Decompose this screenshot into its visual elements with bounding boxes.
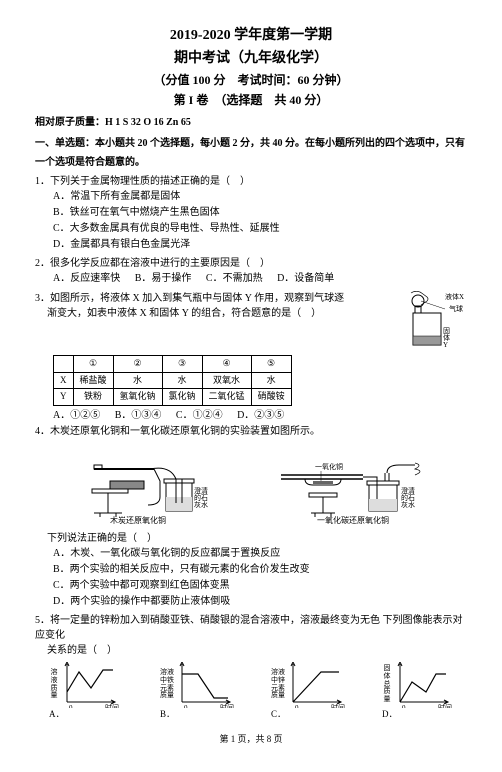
q3-table: ① ② ③ ④ ⑤ X 稀盐酸 水 水 双氧水 水 Y 铁粉 氢氧化钠 氯化钠 … [53,355,292,406]
q3-text: 3．如图所示，将液体 X 加入到集气瓶中与固体 Y 作用，观察到气球逐 [35,291,407,306]
svg-text:木炭还原氧化铜: 木炭还原氧化铜 [110,515,166,525]
svg-text:一氧化铜: 一氧化铜 [315,462,343,471]
chart-b-icon: 时间 0 [174,662,234,708]
page-footer: 第 1 页，共 8 页 [35,733,467,747]
svg-text:时间: 时间 [105,703,119,708]
q3-opt-b: B．①③④ [115,408,162,423]
ty-2: 氢氧化钠 [113,389,162,406]
q3-options: A．①②⑤ B．①③④ C．①②④ D．②③⑤ [35,408,467,424]
tx-3: 水 [162,372,202,389]
q4-opt-d: D．两个实验的操作中都要防止液体倒吸 [53,594,467,609]
tx-0: X [54,372,74,389]
question-4: 4．木炭还原氧化铜和一氧化碳还原氧化铜的实验装置如图所示。 澄清 的 [35,424,467,609]
q4-text: 4．木炭还原氧化铜和一氧化碳还原氧化铜的实验装置如图所示。 [35,424,467,439]
svg-text:气球: 气球 [449,304,463,313]
ty-4: 二氧化锰 [202,389,251,406]
q2-opt-d: D．设备简单 [277,271,334,286]
q4-opt-b: B．两个实验的相关反应中，只有碳元素的化合价发生改变 [53,562,467,577]
q2-opt-c: C．不需加热 [206,271,263,286]
q4-fig-right: 一氧化铜 澄清 的石 灰水 一氧化碳还原氧化铜 [275,445,435,525]
q4-below: 下列说法正确的是（ ） [35,531,467,546]
chart-c: 溶液中锌元素质量 时间 0 C． [271,662,356,722]
th-2: ② [113,356,162,373]
tx-5: 水 [251,372,291,389]
svg-text:时间: 时间 [438,703,452,708]
svg-text:0: 0 [184,704,188,708]
q3-opt-d: D．②③⑤ [237,408,284,423]
tx-1: 稀盐酸 [73,372,113,389]
svg-text:灰水: 灰水 [401,500,415,509]
header-line2: 期中考试（九年级化学） [35,48,467,69]
th-3: ③ [162,356,202,373]
section-1-head: 一、单选题：本小题共 20 个选择题，每小题 2 分，共 40 分。在每小题所列… [35,136,467,151]
q1-opt-a: A．常温下所有金属都是固体 [53,189,467,204]
th-5: ⑤ [251,356,291,373]
svg-text:时间: 时间 [331,703,345,708]
svg-text:时间: 时间 [220,703,234,708]
q3-opt-c: C．①②④ [176,408,223,423]
q4-opt-c: C．两个实验中都可观察到红色固体变黑 [53,578,467,593]
chart-c-icon: 时间 0 [285,662,345,708]
section-1-head-b: 一个选项是符合题意的。 [35,155,467,170]
table-row-y: Y 铁粉 氢氧化钠 氯化钠 二氧化锰 硝酸铵 [54,389,292,406]
q5-text: 5．将一定量的锌粉加入到硝酸亚铁、硝酸银的混合溶液中，溶液最终变为无色 下列图像… [35,613,467,643]
chart-d: 固体总质量 时间 0 D． [382,662,467,722]
svg-text:0: 0 [295,704,299,708]
svg-text:液体X: 液体X [445,292,464,301]
th-4: ④ [202,356,251,373]
q5-text2: 关系的是（ ） [35,643,467,658]
table-row-head: ① ② ③ ④ ⑤ [54,356,292,373]
atomic-masses: 相对原子质量：H 1 S 32 O 16 Zn 65 [35,115,467,130]
q2-opt-a: A．反应速率快 [53,271,120,286]
q1-opt-b: B．铁丝可在氧气中燃烧产生黑色固体 [53,205,467,220]
question-1: 1．下列关于金属物理性质的描述正确的是（ ） A．常温下所有金属都是固体 B．铁… [35,174,467,252]
ty-1: 铁粉 [73,389,113,406]
question-5: 5．将一定量的锌粉加入到硝酸亚铁、硝酸银的混合溶液中，溶液最终变为无色 下列图像… [35,613,467,722]
q4-fig-left: 澄清 的石 灰水 木炭还原氧化铜 [80,445,210,525]
question-2: 2．很多化学反应都在溶液中进行的主要原因是（ ） A．反应速率快 B．易于操作 … [35,256,467,287]
th-1: ① [73,356,113,373]
question-3: 3．如图所示，将液体 X 加入到集气瓶中与固体 Y 作用，观察到气球逐 渐变大，… [35,291,467,351]
q1-text: 1．下列关于金属物理性质的描述正确的是（ ） [35,174,467,189]
svg-text:一氧化碳还原氧化铜: 一氧化碳还原氧化铜 [317,515,389,525]
header-line4: 第 I 卷 （选择题 共 40 分） [35,91,467,109]
table-row-x: X 稀盐酸 水 水 双氧水 水 [54,372,292,389]
th-blank [54,356,74,373]
svg-text:灰水: 灰水 [194,500,208,509]
flask-balloon-icon: 固 体 Y 液体X 气球 [407,291,467,351]
q3-opt-a: A．①②⑤ [53,408,100,423]
tx-4: 双氧水 [202,372,251,389]
chart-d-icon: 时间 0 [392,662,452,708]
tx-2: 水 [113,372,162,389]
q1-opt-c: C．大多数金属具有优良的导电性、导热性、延展性 [53,221,467,236]
chart-a-icon: 时间 0 [59,662,119,708]
q3-figure: 固 体 Y 液体X 气球 [407,291,467,351]
ty-5: 硝酸铵 [251,389,291,406]
q2-opt-b: B．易于操作 [135,271,192,286]
charcoal-apparatus-icon: 澄清 的石 灰水 木炭还原氧化铜 [80,445,210,525]
q1-opt-d: D．金属都具有银白色金属光泽 [53,237,467,252]
q3-text2: 渐变大，如表中液体 X 和固体 Y 的组合，符合题意的是（ ） [35,306,407,321]
q2-text: 2．很多化学反应都在溶液中进行的主要原因是（ ） [35,256,467,271]
ty-0: Y [54,389,74,406]
chart-a: 溶液质量 时间 0 A． [49,662,134,722]
svg-text:0: 0 [402,704,406,708]
header-line1: 2019-2020 学年度第一学期 [35,25,467,46]
header-line3: （分值 100 分 考试时间：60 分钟） [35,71,467,89]
q4-opt-a: A．木炭、一氧化碳与氧化铜的反应都属于置换反应 [53,546,467,561]
ty-3: 氯化钠 [162,389,202,406]
svg-text:Y: Y [443,341,448,349]
svg-text:0: 0 [69,704,73,708]
co-apparatus-icon: 一氧化铜 澄清 的石 灰水 一氧化碳还原氧化铜 [275,445,435,525]
chart-b: 溶液中铁元素质量 时间 0 B． [160,662,245,722]
